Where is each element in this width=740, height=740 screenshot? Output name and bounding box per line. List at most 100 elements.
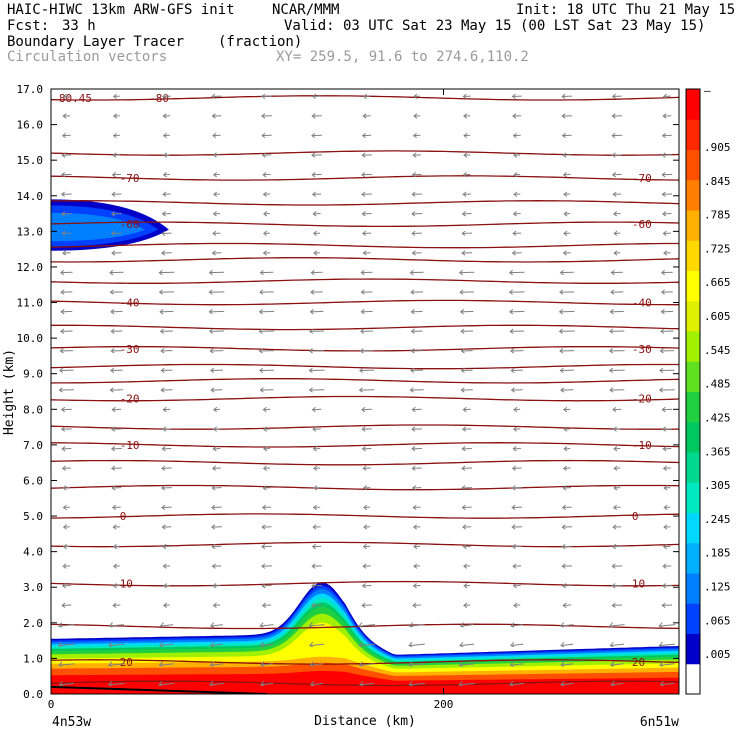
- vector-arrow: [412, 132, 421, 139]
- vector-arrow: [211, 113, 222, 119]
- vector-arrow: [60, 309, 73, 315]
- vector-arrow: [362, 485, 371, 491]
- vector-arrow: [563, 191, 571, 197]
- vector-arrow: [361, 172, 372, 178]
- vector-arrow: [208, 269, 225, 276]
- vector-arrow: [413, 93, 421, 100]
- vector-arrow: [662, 563, 672, 569]
- vector-arrow: [311, 172, 322, 178]
- model-title: HAIC-HIWC 13km ARW-GFS init: [7, 2, 235, 18]
- colorbar-label: .605: [704, 310, 731, 323]
- y-tick-label: 9.0: [23, 368, 43, 381]
- vector-arrow: [161, 465, 172, 471]
- vector-arrow: [62, 250, 71, 256]
- colorbar-swatch: [686, 361, 700, 392]
- vector-arrow: [211, 504, 222, 511]
- vector-arrow: [112, 602, 121, 608]
- vector-arrow: [209, 367, 223, 374]
- vector-arrow: [612, 191, 622, 197]
- vector-arrow: [308, 622, 325, 628]
- vector-arrow: [410, 328, 423, 334]
- vector-arrow: [508, 269, 525, 276]
- x-axis-title: Distance (km): [314, 714, 416, 729]
- vector-arrow: [258, 348, 275, 354]
- vector-arrow: [458, 680, 475, 687]
- vector-arrow: [111, 426, 122, 432]
- fcst-label: Fcst:: [7, 18, 50, 34]
- isotherm-label: -70: [120, 172, 140, 185]
- vector-arrow: [360, 269, 373, 276]
- vector-arrow: [61, 446, 72, 452]
- vector-arrow: [112, 93, 120, 100]
- isotherm-line: [51, 459, 679, 466]
- vector-arrow: [609, 387, 625, 393]
- vector-arrow: [661, 152, 673, 158]
- vector-arrow: [61, 465, 71, 471]
- vector-arrow: [608, 348, 625, 354]
- y-tick-label: 17.0: [17, 83, 44, 96]
- vector-arrow: [663, 250, 671, 256]
- vector-arrow: [61, 230, 72, 237]
- vector-arrow: [661, 583, 672, 589]
- vector-arrow: [312, 446, 321, 452]
- vector-arrow: [463, 602, 471, 608]
- y-tick-label: 8.0: [23, 403, 43, 416]
- colorbar-swatch: [686, 603, 700, 634]
- vector-arrow: [108, 622, 124, 628]
- plume-band-3: [51, 212, 145, 242]
- vector-arrow: [358, 641, 375, 648]
- colorbar-swatch: [686, 300, 700, 332]
- y-tick-label: 7.0: [23, 439, 43, 452]
- isotherm-label: -40: [120, 297, 140, 310]
- vector-arrow: [58, 387, 74, 393]
- y-tick-label: 13.0: [17, 225, 44, 238]
- y-tick-label: 4.0: [23, 546, 43, 559]
- isotherm-label: -40: [632, 297, 652, 310]
- colorbar-swatch: [686, 391, 700, 423]
- isotherm-label: -30: [632, 343, 652, 356]
- vector-arrow: [563, 211, 571, 217]
- vector-arrow: [261, 583, 272, 589]
- vector-arrow: [57, 641, 75, 648]
- vector-arrow: [508, 289, 525, 295]
- vector-arrow: [60, 406, 72, 413]
- vector-arrow: [363, 524, 371, 530]
- vector-arrow: [513, 406, 521, 413]
- y-tick-label: 11.0: [17, 297, 44, 310]
- vector-arrow: [259, 680, 274, 687]
- isotherm-line: [51, 221, 679, 228]
- vector-arrow: [358, 661, 375, 667]
- plot-frame: [50, 88, 680, 695]
- vector-arrow: [660, 309, 674, 315]
- vector-arrow: [262, 426, 271, 432]
- field-title: Boundary Layer Tracer: [7, 34, 185, 50]
- vector-arrow: [609, 309, 624, 315]
- vector-arrow: [458, 661, 475, 667]
- colorbar-swatch: [686, 633, 700, 665]
- vector-arrow: [160, 367, 173, 374]
- vector-arrow: [62, 524, 70, 530]
- colorbar-label: .005: [704, 648, 731, 661]
- vector-arrow: [259, 269, 274, 276]
- vector-arrow: [559, 622, 574, 628]
- vector-arrow: [561, 543, 573, 550]
- vector-arrow: [413, 563, 421, 569]
- vector-arrow: [359, 680, 375, 687]
- vector-arrow: [510, 387, 523, 393]
- vector-arrow: [561, 563, 573, 569]
- vector-arrow: [510, 622, 524, 628]
- isotherm-line: [51, 442, 679, 448]
- vector-arrow: [609, 661, 624, 667]
- vector-arrow: [161, 524, 172, 530]
- x-tick-label: 0: [48, 698, 55, 711]
- vector-arrow: [361, 191, 372, 197]
- vector-arrow: [462, 524, 472, 530]
- vector-arrow: [212, 172, 220, 178]
- vector-arrow: [162, 543, 171, 550]
- vector-arrow: [463, 583, 471, 589]
- colorbar-label: .185: [704, 547, 731, 560]
- valid-time: Valid: 03 UTC Sat 23 May 15 (00 LST Sat …: [284, 18, 706, 34]
- vector-arrow: [662, 543, 671, 550]
- vector-arrow: [559, 348, 575, 354]
- vector-arrow: [311, 132, 322, 139]
